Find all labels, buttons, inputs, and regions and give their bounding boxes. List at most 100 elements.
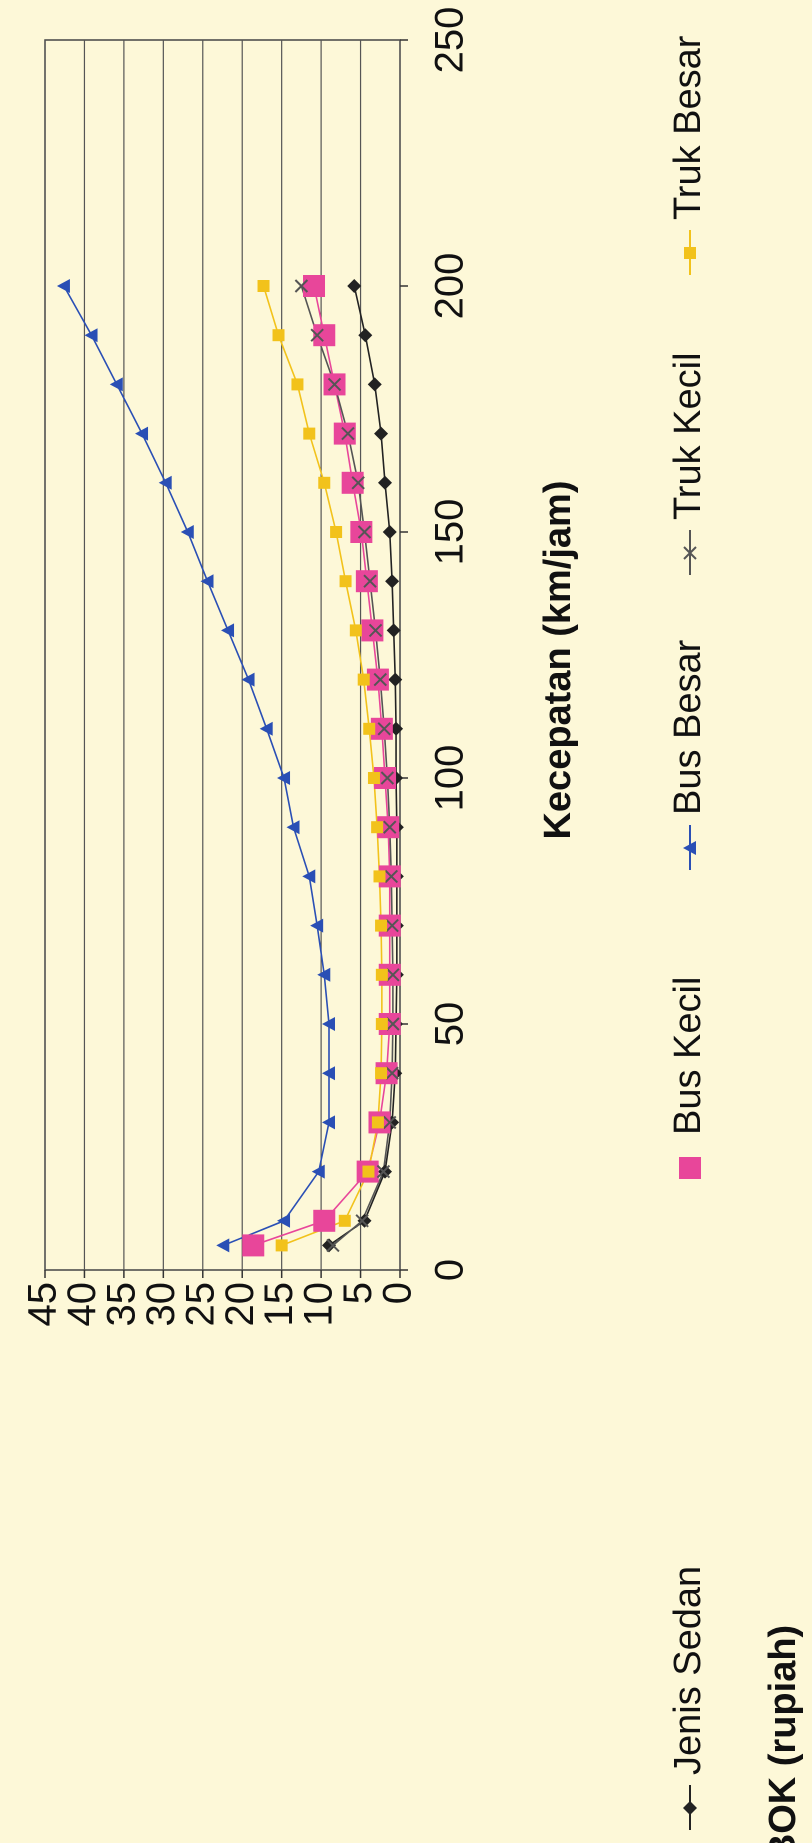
legend-label: Bus Besar (667, 639, 709, 815)
x-tick-label: 150 (428, 499, 472, 566)
data-point (339, 575, 352, 588)
data-point (357, 673, 370, 686)
data-point (135, 426, 149, 441)
data-point (310, 328, 324, 342)
data-point (366, 668, 389, 691)
legend-marker (679, 1157, 701, 1179)
legend-marker (684, 247, 696, 259)
data-point (158, 475, 172, 490)
data-point (241, 672, 255, 687)
data-point (375, 1018, 388, 1030)
data-point (370, 717, 393, 740)
data-point (375, 1067, 388, 1080)
data-point (386, 623, 401, 638)
y-tick-label: 30 (139, 1282, 183, 1327)
data-point (313, 1209, 336, 1232)
data-point (317, 967, 331, 982)
legend-label: Jenis Sedan (667, 1566, 709, 1775)
data-point (362, 1165, 375, 1178)
x-axis-title: Kecepatan (km/jam) (537, 480, 579, 839)
data-point (383, 820, 397, 834)
data-point (338, 1214, 351, 1227)
data-point (355, 1214, 369, 1228)
data-point (322, 1115, 335, 1130)
plot-area (44, 39, 401, 1271)
data-point (221, 623, 235, 638)
legend-marker (683, 841, 696, 855)
data-point (294, 279, 309, 293)
y-tick-label: 35 (99, 1282, 143, 1327)
data-point (368, 623, 383, 638)
data-point (330, 526, 343, 538)
data-point (341, 471, 364, 494)
chart-body: Kecepatan (km/jam) BOK (rupiah) 05101520… (21, 7, 804, 1843)
y-tick-label: 25 (178, 1282, 222, 1327)
data-point (303, 275, 326, 297)
data-point (355, 570, 378, 593)
data-point (373, 672, 387, 687)
data-point (322, 1238, 336, 1253)
data-point (351, 476, 365, 490)
y-tick-label: 20 (218, 1282, 262, 1327)
data-point (386, 968, 400, 982)
data-point (277, 771, 291, 785)
data-point (347, 279, 362, 293)
data-point (367, 377, 382, 392)
data-point (259, 721, 273, 736)
data-point (302, 869, 316, 884)
legend-marker (683, 546, 697, 560)
data-point (313, 324, 336, 347)
data-point (375, 968, 388, 981)
y-tick-label: 45 (21, 1282, 65, 1327)
data-point (350, 521, 373, 543)
data-point (367, 772, 380, 784)
data-point (303, 427, 316, 440)
legend-marker (683, 1801, 697, 1815)
data-point (341, 426, 355, 441)
data-point (361, 619, 384, 642)
data-point (286, 820, 300, 835)
data-point (373, 870, 386, 883)
data-point (327, 377, 342, 392)
data-point (378, 1164, 393, 1179)
data-point (376, 1164, 391, 1179)
y-axis-title: BOK (rupiah) (762, 1625, 804, 1843)
legend-label: Truk Kecil (667, 352, 709, 520)
data-point (216, 1238, 230, 1253)
data-point (322, 1017, 335, 1031)
data-point (242, 1234, 265, 1257)
data-point (200, 574, 214, 589)
data-point (383, 1115, 397, 1130)
data-point (382, 525, 397, 539)
y-tick-label: 15 (257, 1282, 301, 1327)
data-point (385, 574, 400, 589)
data-point (385, 918, 399, 933)
x-tick-label: 250 (428, 7, 472, 74)
data-point (363, 574, 377, 588)
data-point (318, 476, 331, 489)
data-point (291, 378, 304, 391)
data-point (333, 422, 356, 445)
data-point (277, 1213, 291, 1228)
data-point (275, 1239, 288, 1252)
data-point (380, 771, 395, 785)
y-tick-label: 10 (297, 1282, 341, 1327)
data-point (56, 279, 70, 293)
data-point (363, 722, 376, 735)
data-point (385, 1066, 399, 1080)
data-point (388, 672, 403, 687)
data-point (272, 329, 285, 342)
data-point (109, 377, 123, 392)
data-point (349, 624, 362, 637)
legend-label: Truk Besar (667, 35, 709, 220)
x-tick-label: 0 (428, 1259, 472, 1281)
data-point (311, 1164, 325, 1179)
data-point (386, 1017, 400, 1031)
x-tick-label: 200 (428, 253, 472, 320)
data-point (385, 1115, 400, 1130)
data-point (326, 1238, 340, 1253)
data-point (257, 280, 270, 292)
data-point (378, 475, 393, 490)
